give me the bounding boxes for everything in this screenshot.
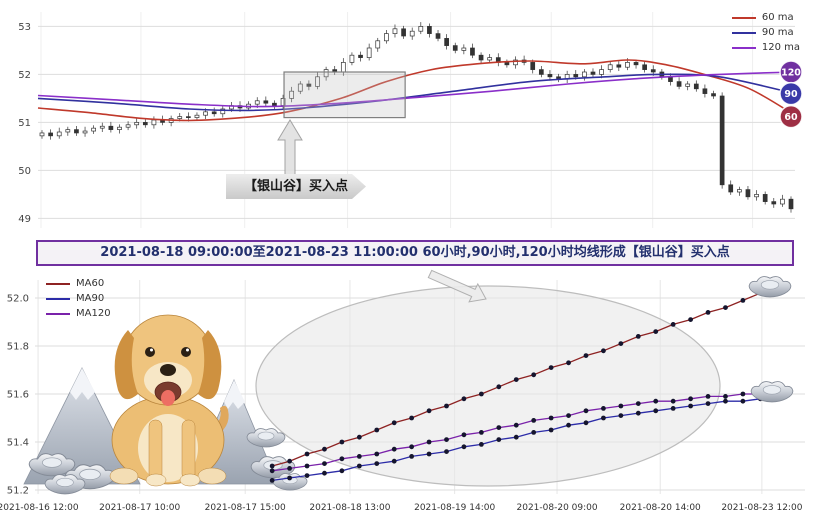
legend-item-120ma: 120 ma bbox=[731, 42, 800, 53]
svg-text:90: 90 bbox=[784, 89, 798, 100]
legend-item-ma90: MA90 bbox=[46, 293, 111, 304]
legend-item-ma60: MA60 bbox=[46, 278, 111, 289]
svg-text:51: 51 bbox=[18, 118, 31, 129]
top-annotations: 120 90 60 bbox=[283, 60, 803, 129]
legend-label-120ma: 120 ma bbox=[761, 42, 800, 53]
svg-text:2021-08-17 15:00: 2021-08-17 15:00 bbox=[205, 503, 286, 513]
legend-label-ma60: MA60 bbox=[76, 278, 105, 289]
svg-text:53: 53 bbox=[18, 22, 31, 33]
svg-text:2021-08-23 12:00: 2021-08-23 12:00 bbox=[721, 503, 802, 513]
up-arrow-icon bbox=[277, 119, 303, 177]
top-ma-lines bbox=[37, 59, 796, 122]
svg-text:50: 50 bbox=[18, 166, 31, 177]
svg-text:52.0: 52.0 bbox=[7, 294, 29, 305]
svg-text:51.4: 51.4 bbox=[7, 438, 29, 449]
highlight-ellipse bbox=[255, 285, 721, 487]
bottom-decorations bbox=[23, 269, 721, 495]
legend-item-ma120: MA120 bbox=[46, 308, 111, 319]
legend-line-ma120-icon bbox=[46, 312, 70, 315]
svg-text:52: 52 bbox=[18, 70, 31, 81]
title-arrow-icon bbox=[427, 269, 487, 303]
silver-ingot-icon bbox=[748, 276, 792, 298]
legend-line-60ma-icon bbox=[731, 16, 756, 19]
svg-text:120: 120 bbox=[781, 68, 801, 79]
bottom-x-axis-labels: 2021-08-16 12:00 2021-08-17 10:00 2021-08-… bbox=[0, 503, 803, 513]
mountain-snowcap-left bbox=[70, 368, 95, 400]
svg-text:60: 60 bbox=[784, 112, 798, 123]
top-candlestick-chart: 49 50 51 52 53 120 90 60 bbox=[18, 12, 803, 228]
dog-image bbox=[109, 314, 229, 487]
svg-text:2021-08-18 13:00: 2021-08-18 13:00 bbox=[309, 503, 390, 513]
legend-label-60ma: 60 ma bbox=[761, 12, 794, 23]
svg-text:51.8: 51.8 bbox=[7, 342, 29, 353]
svg-text:51.6: 51.6 bbox=[7, 390, 29, 401]
top-grid: 49 50 51 52 53 bbox=[18, 12, 795, 228]
svg-text:2021-08-20 09:00: 2021-08-20 09:00 bbox=[517, 503, 598, 513]
legend-item-90ma: 90 ma bbox=[731, 27, 800, 38]
svg-text:2021-08-17 10:00: 2021-08-17 10:00 bbox=[99, 503, 180, 513]
top-legend: 60 ma 90 ma 120 ma bbox=[731, 12, 800, 53]
svg-text:49: 49 bbox=[18, 214, 31, 225]
legend-line-ma60-icon bbox=[46, 282, 70, 285]
legend-line-120ma-icon bbox=[731, 46, 756, 49]
bottom-ma-detail-chart: 51.2 51.4 51.6 51.8 52.0 bbox=[0, 269, 805, 513]
svg-text:51.2: 51.2 bbox=[7, 486, 29, 497]
svg-text:2021-08-16 12:00: 2021-08-16 12:00 bbox=[0, 503, 79, 513]
legend-line-ma90-icon bbox=[46, 297, 70, 300]
svg-text:2021-08-19 14:00: 2021-08-19 14:00 bbox=[414, 503, 495, 513]
bottom-legend: MA60 MA90 MA120 bbox=[46, 278, 111, 319]
legend-label-ma120: MA120 bbox=[76, 308, 111, 319]
silver-ingot-icon bbox=[750, 381, 794, 403]
legend-label-ma90: MA90 bbox=[76, 293, 105, 304]
legend-label-90ma: 90 ma bbox=[761, 27, 794, 38]
mountain-snowcap-right bbox=[224, 380, 245, 409]
svg-text:2021-08-20 14:00: 2021-08-20 14:00 bbox=[620, 503, 701, 513]
legend-line-90ma-icon bbox=[731, 31, 756, 34]
chart-title-banner: 2021-08-18 09:00:00至2021-08-23 11:00:00 … bbox=[36, 240, 794, 266]
candlestick-series bbox=[39, 22, 794, 213]
buy-point-annotation-label: 【银山谷】买入点 bbox=[226, 174, 366, 199]
legend-item-60ma: 60 ma bbox=[731, 12, 800, 23]
